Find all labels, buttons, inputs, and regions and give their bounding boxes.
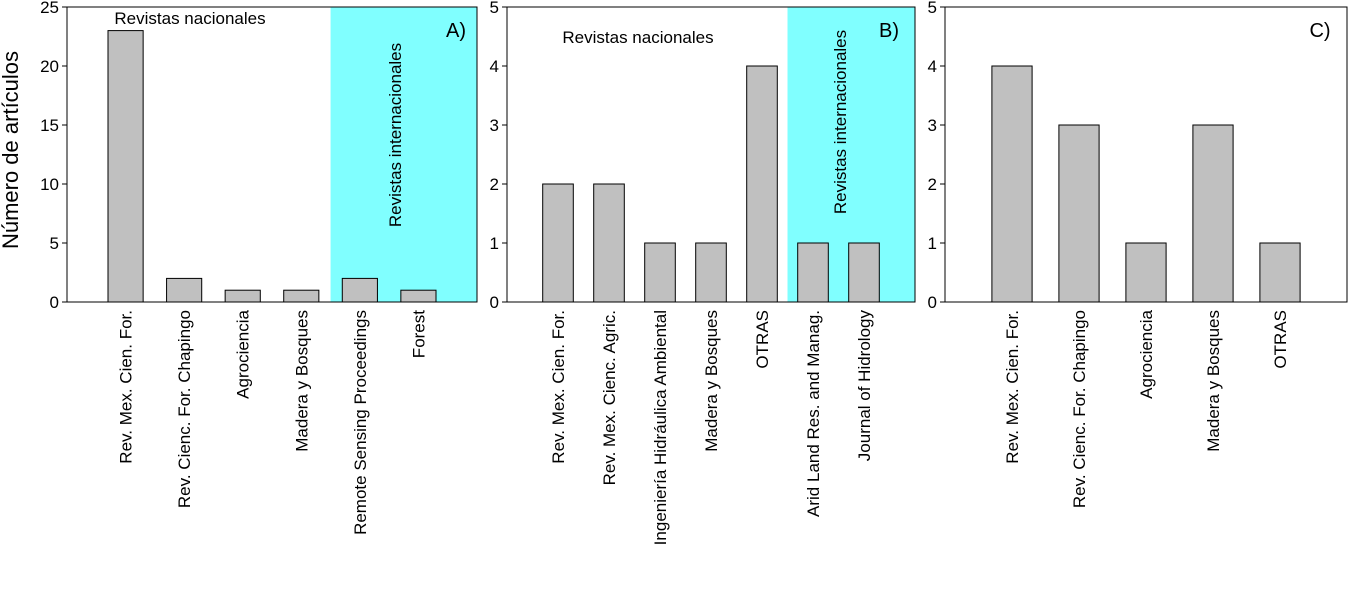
y-tick-label: 0 (50, 293, 59, 312)
y-tick-label: 5 (490, 0, 499, 17)
x-tick-label: Ingeniería Hidráulica Ambiental (651, 310, 670, 545)
x-tick-label: Rev. Cienc. For. Chapingo (1070, 310, 1089, 508)
y-tick-label: 2 (490, 175, 499, 194)
y-tick-label: 4 (490, 57, 499, 76)
y-tick-label: 0 (490, 293, 499, 312)
bar (1058, 124, 1100, 303)
x-tick-label: Agrociencia (234, 309, 253, 398)
plot-frame (66, 6, 478, 303)
bar (107, 30, 144, 303)
bar (1192, 124, 1234, 303)
x-tick-label: Madera y Bosques (702, 310, 721, 452)
panel-label: C) (1309, 20, 1330, 42)
y-axis-label: Número de artículos (0, 51, 23, 249)
bar (797, 242, 829, 303)
y-tick-label: 4 (928, 57, 937, 76)
y-tick-label: 1 (490, 234, 499, 253)
bar (400, 289, 437, 303)
y-tick-label: 20 (40, 57, 59, 76)
x-tick-label: Forest (409, 310, 428, 358)
bar (644, 242, 676, 303)
annotation: Revistas nacionales (562, 28, 713, 47)
y-tick-label: 3 (928, 116, 937, 135)
x-tick-label: Madera y Bosques (1204, 310, 1223, 452)
shaded-region (330, 7, 477, 302)
x-tick-label: OTRAS (1271, 310, 1290, 369)
bar (542, 183, 574, 303)
panel-label: B) (879, 20, 899, 42)
bar (1125, 242, 1167, 303)
x-tick-label: Remote Sensing Proceedings (351, 310, 370, 535)
y-tick-label: 5 (928, 0, 937, 17)
y-tick-label: 2 (928, 175, 937, 194)
panel-label: A) (446, 20, 466, 42)
annotation: Revistas nacionales (114, 9, 265, 28)
x-tick-label: Rev. Mex. Cien. For. (1003, 310, 1022, 464)
x-tick-label: Rev. Mex. Cien. For. (117, 310, 136, 464)
annotation: Revistas internacionales (386, 43, 405, 227)
bar (991, 65, 1033, 303)
x-tick-label: Arid Land Res. and Manag. (804, 310, 823, 517)
y-tick-label: 25 (40, 0, 59, 17)
bar (341, 277, 378, 303)
y-tick-label: 15 (40, 116, 59, 135)
x-tick-label: OTRAS (753, 310, 772, 369)
bar (283, 289, 320, 303)
bar (746, 65, 778, 303)
y-tick-label: 3 (490, 116, 499, 135)
x-tick-label: Journal of Hidrology (855, 310, 874, 462)
y-tick-label: 0 (928, 293, 937, 312)
x-tick-label: Rev. Mex. Cienc. Agric. (600, 310, 619, 485)
y-tick-label: 10 (40, 175, 59, 194)
x-tick-label: Madera y Bosques (292, 310, 311, 452)
bar (848, 242, 880, 303)
bar (695, 242, 727, 303)
bar (166, 277, 203, 303)
bar (224, 289, 261, 303)
y-tick-label: 5 (50, 234, 59, 253)
bar (593, 183, 625, 303)
x-tick-label: Rev. Mex. Cien. For. (549, 310, 568, 464)
bar (1259, 242, 1301, 303)
x-tick-label: Rev. Cienc. For. Chapingo (175, 310, 194, 508)
y-tick-label: 1 (928, 234, 937, 253)
annotation: Revistas internacionales (831, 30, 850, 214)
x-tick-label: Agrociencia (1137, 309, 1156, 398)
